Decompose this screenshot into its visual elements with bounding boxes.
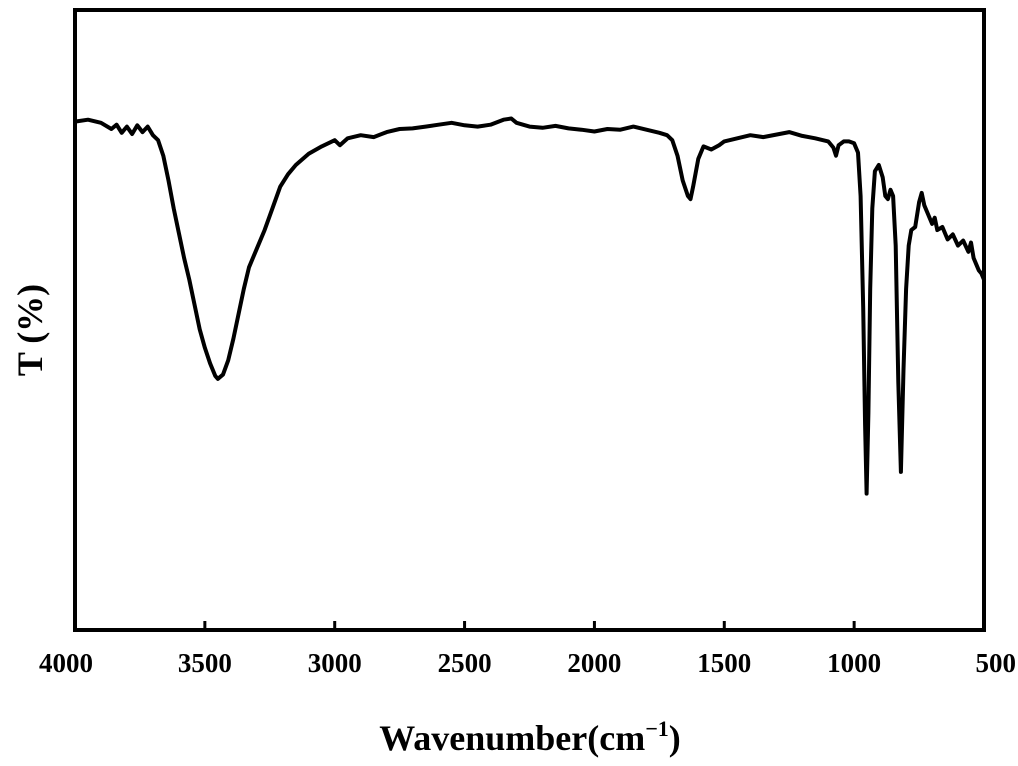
y-axis-title: T (%) xyxy=(10,284,50,376)
x-tick-label-500: 500 xyxy=(976,648,1017,678)
series-line-0 xyxy=(73,116,986,496)
x-tick-label-1000: 1000 xyxy=(827,648,881,678)
x-tick-label-2500: 2500 xyxy=(438,648,492,678)
x-axis-ticks xyxy=(73,621,986,630)
x-tick-label-1500: 1500 xyxy=(697,648,751,678)
x-axis-title: Wavenumber(cm−1) xyxy=(379,716,681,758)
plot-frame xyxy=(73,8,986,632)
x-tick-label-3500: 3500 xyxy=(178,648,232,678)
x-tick-label-4000: 4000 xyxy=(39,648,93,678)
x-tick-label-3000: 3000 xyxy=(308,648,362,678)
x-axis-tick-labels: 4000 3500 3000 2500 2000 1500 1000 500 xyxy=(39,648,1016,678)
x-tick-label-2000: 2000 xyxy=(567,648,621,678)
series-layer xyxy=(73,116,986,496)
